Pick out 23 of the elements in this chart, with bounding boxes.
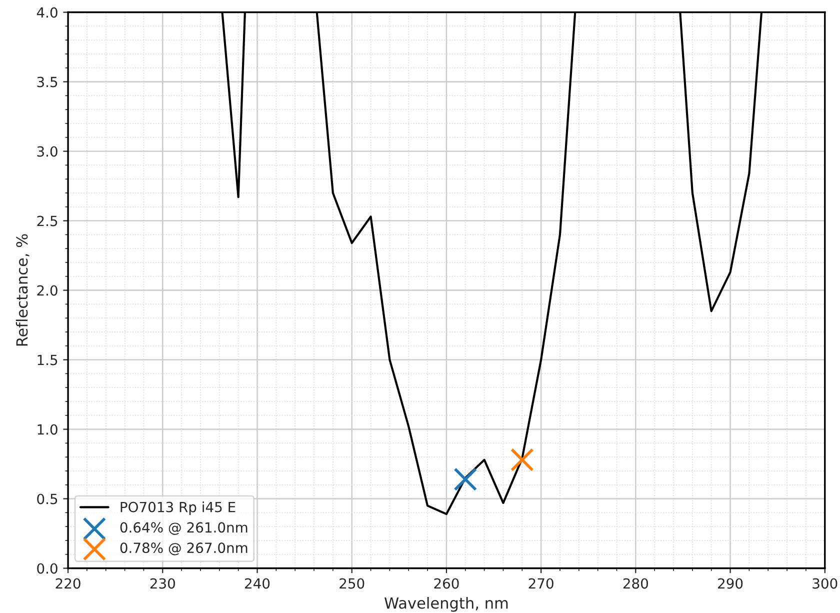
- y-tick-label: 0.0: [37, 563, 58, 574]
- y-tick-label: 3.0: [37, 146, 58, 157]
- legend-label: 0.64% @ 261.0nm: [120, 522, 248, 535]
- x-tick-label: 300: [812, 578, 838, 589]
- x-tick-label: 270: [528, 578, 554, 589]
- x-tick-label: 280: [623, 578, 648, 589]
- x-tick-label: 220: [56, 578, 80, 589]
- x-tick-label: 230: [150, 578, 175, 589]
- y-tick-label: 2.5: [37, 216, 58, 226]
- x-tick-label: 250: [340, 578, 364, 589]
- y-tick-label: 3.5: [37, 76, 58, 88]
- x-axis-title: Wavelength, nm: [384, 596, 508, 612]
- x-tick-label: 290: [718, 578, 743, 589]
- y-tick-label: 0.5: [37, 494, 58, 504]
- y-tick-label: 2.0: [37, 285, 58, 296]
- legend-label: PO7013 Rp i45 E: [120, 502, 236, 515]
- x-tick-label: 260: [434, 578, 459, 589]
- y-tick-label: 4.0: [36, 7, 58, 18]
- y-axis-title: Reflectance, %: [16, 234, 30, 346]
- y-tick-label: 1.0: [38, 424, 58, 435]
- x-tick-label: 240: [245, 578, 270, 589]
- legend-label: 0.78% @ 267.0nm: [120, 542, 248, 556]
- y-tick-label: 1.5: [38, 354, 58, 366]
